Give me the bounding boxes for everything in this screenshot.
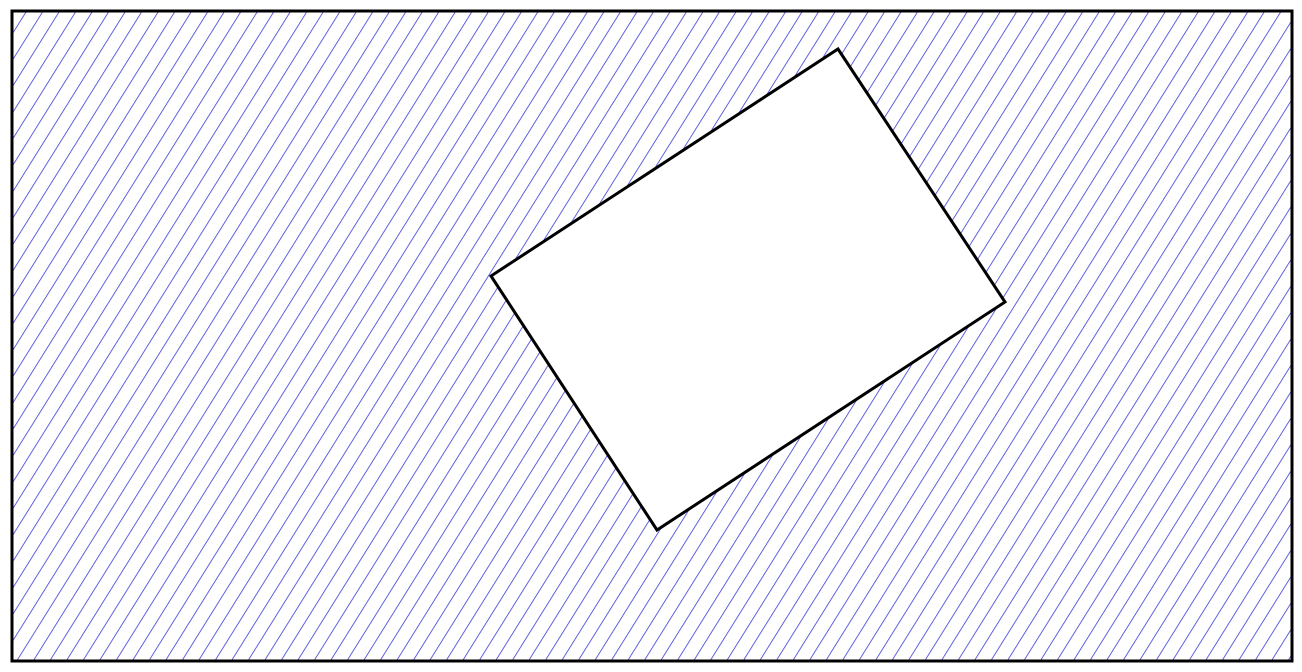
tilted-white-rectangle [488,46,1008,533]
outer-border [10,9,1294,663]
